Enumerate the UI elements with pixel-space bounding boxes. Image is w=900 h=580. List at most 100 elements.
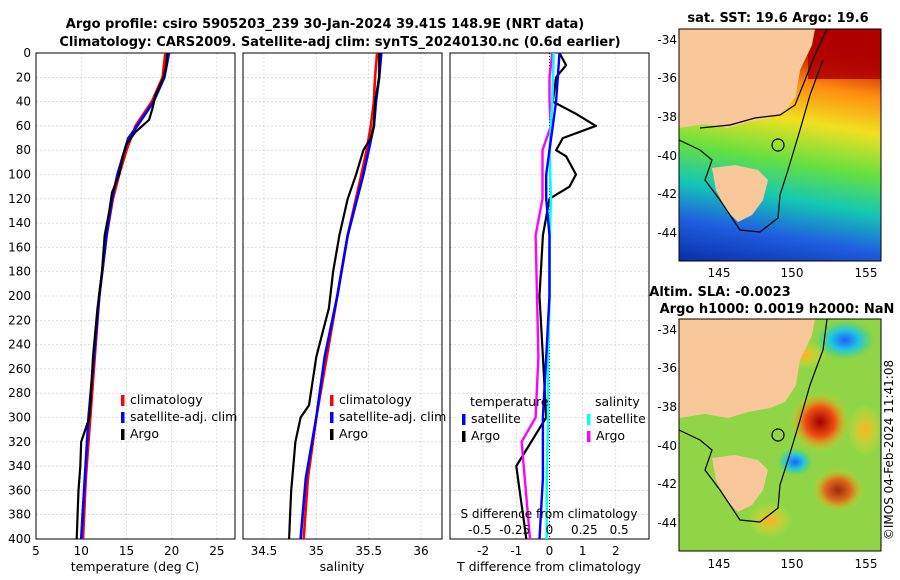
sst-ytick: -36	[657, 71, 677, 85]
y-tick-label: 20	[16, 70, 31, 84]
sla-cold-eddy	[777, 448, 813, 476]
y-tick-label: 220	[8, 313, 31, 327]
tasmania-shape	[712, 165, 768, 222]
x-axis-label: temperature (deg C)	[71, 559, 200, 574]
sla-ytick: -42	[657, 477, 677, 491]
legend-swatch	[330, 412, 334, 423]
y-tick-label: 80	[16, 143, 31, 157]
y-tick-label: 320	[8, 435, 31, 449]
legend-title: temperature	[470, 394, 549, 409]
y-tick-label: 260	[8, 362, 31, 376]
sst-map: sat. SST: 19.6 Argo: 19.6 -34 -36 -38 -4…	[657, 11, 882, 280]
y-tick-label: 140	[8, 216, 31, 230]
y-tick-label: 120	[8, 192, 31, 206]
sst-contour	[679, 29, 828, 233]
x-tick-label: 15	[119, 544, 134, 558]
sla-cold-eddy	[815, 320, 875, 360]
legend-label: satellite-adj. clim	[130, 409, 237, 424]
sst-map-title: sat. SST: 19.6 Argo: 19.6	[687, 11, 868, 26]
sst-warm-patch	[808, 29, 881, 79]
sla-ytick: -44	[657, 516, 677, 530]
sst-xtick: 155	[855, 266, 878, 280]
difference-panel: -2 -1 0 1 2 S difference from climatology -0.5…	[449, 52, 650, 574]
x-tick-label: 0	[546, 544, 554, 558]
x-tick-label: 35	[309, 544, 324, 558]
y-tick-label: 160	[8, 240, 31, 254]
sla-ytick: -36	[657, 361, 677, 375]
sla-ytick: -40	[657, 439, 677, 453]
sla-xtick: 155	[855, 557, 878, 571]
y-tick-label: 40	[16, 95, 31, 109]
x-tick-label: 25	[209, 544, 224, 558]
legend-label: Argo	[339, 426, 368, 441]
legend-swatch	[121, 412, 125, 423]
legend-swatch	[587, 431, 591, 442]
x-tick-label: -1	[510, 544, 522, 558]
sla-xtick: 145	[708, 557, 731, 571]
x-tick-label: 34.5	[251, 544, 278, 558]
y-tick-label: 300	[8, 411, 31, 425]
sst-yticks: -34 -36 -38 -40 -42 -44	[657, 33, 677, 240]
series-line-argo	[288, 53, 381, 540]
sla-yticks: -34 -36 -38 -40 -42 -44	[657, 323, 677, 530]
x2-axis-label: S difference from climatology	[461, 507, 638, 521]
figure-title-line1: Argo profile: csiro 5905203_239 30-Jan-2…	[66, 17, 584, 32]
sla-map-frame	[678, 318, 882, 552]
sst-map-frame	[678, 28, 882, 262]
sla-ytick: -34	[657, 323, 677, 337]
salinity-panel: 34.5 35 35.5 36 climatology satellite-adj. cl…	[242, 52, 446, 574]
legend-label: satellite-adj. clim	[339, 409, 446, 424]
axes-frame	[35, 52, 236, 540]
x-tick-label: 36	[413, 544, 428, 558]
legend-label: Argo	[471, 428, 500, 443]
x2-tick-label: 0.5	[610, 523, 629, 537]
sla-warm-patch	[847, 404, 881, 456]
y-tick-label: 100	[8, 168, 31, 182]
x-tick-label: 2	[612, 544, 620, 558]
y-tick-label: 60	[16, 119, 31, 133]
sla-argo-marker	[771, 428, 785, 442]
legend-label: climatology	[130, 392, 203, 407]
legend-label: Argo	[596, 428, 625, 443]
sst-ytick: -40	[657, 149, 677, 163]
y-tick-label: 340	[8, 459, 31, 473]
legend-label: satellite	[471, 411, 521, 426]
sla-map-title1: Altim. SLA: -0.0023	[649, 285, 790, 300]
tasmania-shape	[712, 455, 768, 512]
x-tick-label: 10	[74, 544, 89, 558]
x-tick-label: 5	[32, 544, 40, 558]
legend-label: Argo	[130, 426, 159, 441]
x2-tick-label: 0.25	[571, 523, 598, 537]
figure-title-line2: Climatology: CARS2009. Satellite-adj cli…	[59, 35, 620, 50]
y-tick-label: 360	[8, 483, 31, 497]
y-tick-label: 280	[8, 386, 31, 400]
sst-ytick: -44	[657, 226, 677, 240]
y-tick-label: 400	[8, 532, 31, 546]
sst-xticks: 145 150 155	[708, 266, 878, 280]
legend-swatch	[462, 414, 466, 425]
axes-frame	[242, 52, 443, 540]
sla-warm-patch	[748, 502, 792, 538]
sla-map-title2: Argo h1000: 0.0019 h2000: NaN	[660, 302, 895, 317]
x2-tick-label: 0	[546, 523, 554, 537]
mainland-shape	[679, 29, 815, 128]
x-tick-label: 20	[164, 544, 179, 558]
x-axis-label: T difference from climatology	[456, 559, 642, 574]
sst-ytick: -42	[657, 187, 677, 201]
x2-tick-label: -0.25	[499, 523, 530, 537]
legend-swatch	[330, 429, 334, 440]
x-axis-label: salinity	[320, 559, 365, 574]
sst-ytick: -38	[657, 110, 677, 124]
sst-argo-marker	[771, 138, 785, 152]
series-line-argo	[75, 52, 169, 540]
y-tick-label: 380	[8, 508, 31, 522]
y-tick-label: 240	[8, 338, 31, 352]
legend-swatch	[121, 395, 125, 406]
legend-swatch	[121, 429, 125, 440]
sla-warm-eddy	[790, 392, 850, 452]
legend-swatch	[462, 431, 466, 442]
y-tick-label: 0	[23, 46, 31, 60]
legend-swatch	[330, 395, 334, 406]
x-tick-label: -2	[477, 544, 489, 558]
